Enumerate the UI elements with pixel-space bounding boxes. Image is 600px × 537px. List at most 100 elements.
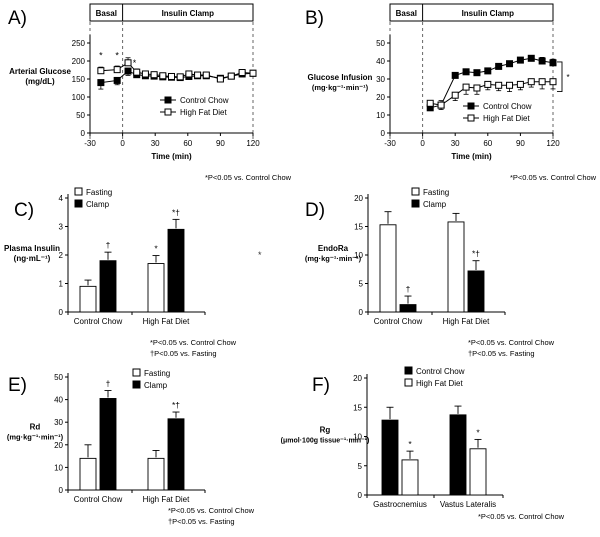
series-high-fat-diet — [97, 57, 257, 83]
y-axis-title: Rg — [320, 426, 331, 435]
series-fasting: * — [79, 244, 165, 313]
sig-mark: *† — [172, 400, 180, 410]
x-tick: 90 — [216, 139, 225, 148]
y-tick: 20 — [54, 441, 63, 450]
y-tick: 10 — [353, 433, 362, 442]
y-tick: 50 — [54, 373, 63, 382]
y-axis-title: (mg·kg⁻¹·min⁻¹) — [7, 433, 64, 442]
y-tick: 100 — [72, 93, 86, 102]
y-axis-title: Glucose Infusion — [308, 73, 373, 82]
category-label-high-fat-diet: High Fat Diet — [143, 495, 190, 504]
panel-F: F) 0 5 10 15 20 Gastrocnemius Vastus Lateralis R… — [281, 365, 600, 537]
sig-mark: * — [476, 427, 480, 437]
legend: Fasting Clamp — [74, 187, 112, 209]
y-tick: 30 — [376, 75, 385, 84]
phase-header: Basal Insulin Clamp — [89, 3, 254, 22]
legend: Fasting Clamp — [411, 187, 449, 209]
y-axis-title: (μmol·100g tissue⁻¹·min⁻¹) — [281, 438, 370, 445]
sig-mark: *† — [472, 249, 480, 259]
y-tick: 0 — [59, 308, 64, 317]
y-axis-title: Rd — [30, 423, 41, 432]
panel-A: A) Basal Insulin Clamp 0 50 100 150 200 250 -30 0 3… — [0, 0, 300, 190]
y-axis-title: (mg·kg⁻¹·min⁻¹) — [305, 254, 362, 263]
y-tick: 0 — [358, 491, 363, 500]
footnote: †P<0.05 vs. Fasting — [150, 349, 217, 358]
y-tick: 3 — [59, 223, 64, 232]
legend: Control Chow High Fat Diet — [160, 96, 229, 117]
category-label-control-chow: Control Chow — [374, 317, 423, 326]
y-tick: 250 — [72, 39, 86, 48]
panel-letter: C) — [14, 200, 34, 221]
y-tick: 1 — [59, 280, 64, 289]
legend-label-fasting: Fasting — [86, 188, 112, 197]
series-clamp: † *† — [399, 249, 485, 313]
y-tick: 20 — [353, 374, 362, 383]
category-label-vastus-lateralis: Vastus Lateralis — [440, 500, 496, 509]
panel-letter: E) — [8, 375, 27, 396]
x-axis-title: Time (min) — [151, 152, 192, 161]
category-label-high-fat-diet: High Fat Diet — [143, 317, 190, 326]
y-axis-title: (mg·kg⁻¹·min⁻¹) — [312, 83, 369, 92]
y-tick: 10 — [354, 251, 363, 260]
y-axis-title: Plasma Insulin — [4, 244, 60, 253]
panel-letter: B) — [305, 8, 324, 29]
x-tick: 90 — [516, 139, 525, 148]
series-high-fat-diet — [426, 78, 557, 110]
sig-mark: * — [408, 439, 412, 449]
legend-label-control-chow: Control Chow — [483, 102, 532, 111]
y-tick: 5 — [359, 280, 364, 289]
x-tick: 60 — [483, 139, 492, 148]
series-fasting — [79, 444, 165, 491]
y-tick: 40 — [54, 396, 63, 405]
y-tick: 0 — [81, 129, 86, 138]
y-tick: 150 — [72, 75, 86, 84]
y-axis-title: (mg/dL) — [25, 77, 55, 86]
chart-D: D) 0 5 10 15 20 Control Chow High Fat Diet EndoR… — [305, 187, 555, 358]
panel-C: C) 0 1 2 3 4 Control Chow High Fat Diet Plasma I… — [0, 187, 300, 365]
footnote: *P<0.05 vs. Control Chow — [168, 506, 255, 515]
y-axis-title: EndoRa — [318, 244, 349, 253]
legend-label-clamp: Clamp — [144, 381, 168, 390]
phase-label-basal: Basal — [96, 9, 117, 18]
sig-mark: *† — [172, 207, 180, 217]
y-tick: 15 — [353, 403, 362, 412]
y-tick: 40 — [376, 57, 385, 66]
y-tick: 0 — [59, 486, 64, 495]
x-tick: 120 — [546, 139, 560, 148]
sig-mark: † — [106, 240, 111, 250]
y-tick: 10 — [376, 111, 385, 120]
x-tick: -30 — [84, 139, 96, 148]
legend-label-high-fat-diet: High Fat Diet — [416, 379, 463, 388]
x-tick: -30 — [384, 139, 396, 148]
x-tick: 60 — [183, 139, 192, 148]
legend-label-control-chow: Control Chow — [180, 96, 229, 105]
y-tick: 0 — [381, 129, 386, 138]
y-tick: 50 — [376, 39, 385, 48]
y-tick: 4 — [59, 194, 64, 203]
chart-F: F) 0 5 10 15 20 Gastrocnemius Vastus Lateralis R… — [281, 366, 565, 521]
sig-mark: * — [133, 58, 137, 68]
sig-mark: * — [99, 50, 103, 60]
x-axis-title: Time (min) — [451, 152, 492, 161]
legend-label-fasting: Fasting — [144, 369, 170, 378]
y-tick: 2 — [59, 251, 64, 260]
panel-B: B) Basal Insulin Clamp 0 10 20 30 40 50 -30 0 30 60 9… — [300, 0, 600, 190]
series-fasting — [379, 211, 465, 313]
footnote: *P<0.05 vs. Control Chow — [150, 338, 237, 347]
y-tick: 0 — [359, 308, 364, 317]
panel-D: D) 0 5 10 15 20 Control Chow High Fat Diet EndoR… — [300, 187, 600, 365]
sig-mark: * — [566, 73, 569, 82]
x-tick: 120 — [246, 139, 260, 148]
y-tick: 20 — [376, 93, 385, 102]
sig-mark: † — [106, 379, 111, 389]
legend-label-high-fat-diet: High Fat Diet — [483, 114, 530, 123]
footnote: †P<0.05 vs. Fasting — [468, 349, 535, 358]
legend: Control Chow High Fat Diet — [463, 102, 532, 123]
panel-letter: F) — [312, 375, 330, 396]
legend-label-clamp: Clamp — [86, 200, 110, 209]
series-clamp: † *† — [99, 207, 185, 313]
